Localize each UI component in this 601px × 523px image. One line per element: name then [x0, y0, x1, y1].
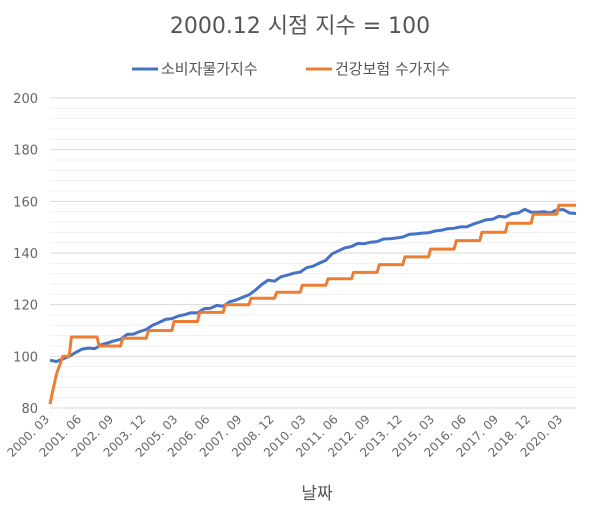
y-axis-tick-labels: 80 100 120 140 160 180 200: [13, 92, 38, 417]
y-tick-label: 200: [13, 92, 38, 107]
y-tick-label: 140: [13, 247, 38, 262]
y-tick-label: 160: [13, 195, 38, 210]
chart-title: 2000.12 시점 지수 = 100: [170, 14, 430, 39]
series-lines: [48, 203, 577, 405]
y-tick-label: 180: [13, 144, 38, 159]
legend-label-cpi: 소비자물가지수: [161, 60, 258, 78]
y-tick-label: 100: [13, 350, 38, 365]
y-tick-label: 120: [13, 299, 38, 314]
legend-item-cpi: 소비자물가지수: [132, 60, 258, 78]
legend-label-insurance: 건강보험 수가지수: [335, 60, 450, 78]
series-line-cpi: [49, 207, 577, 363]
legend: 소비자물가지수 건강보험 수가지수: [132, 60, 450, 78]
x-axis-title: 날짜: [301, 484, 333, 504]
legend-item-insurance: 건강보험 수가지수: [306, 60, 450, 78]
y-tick-label: 80: [21, 402, 38, 417]
series-line-insurance: [48, 203, 576, 405]
gridlines: [50, 97, 576, 409]
